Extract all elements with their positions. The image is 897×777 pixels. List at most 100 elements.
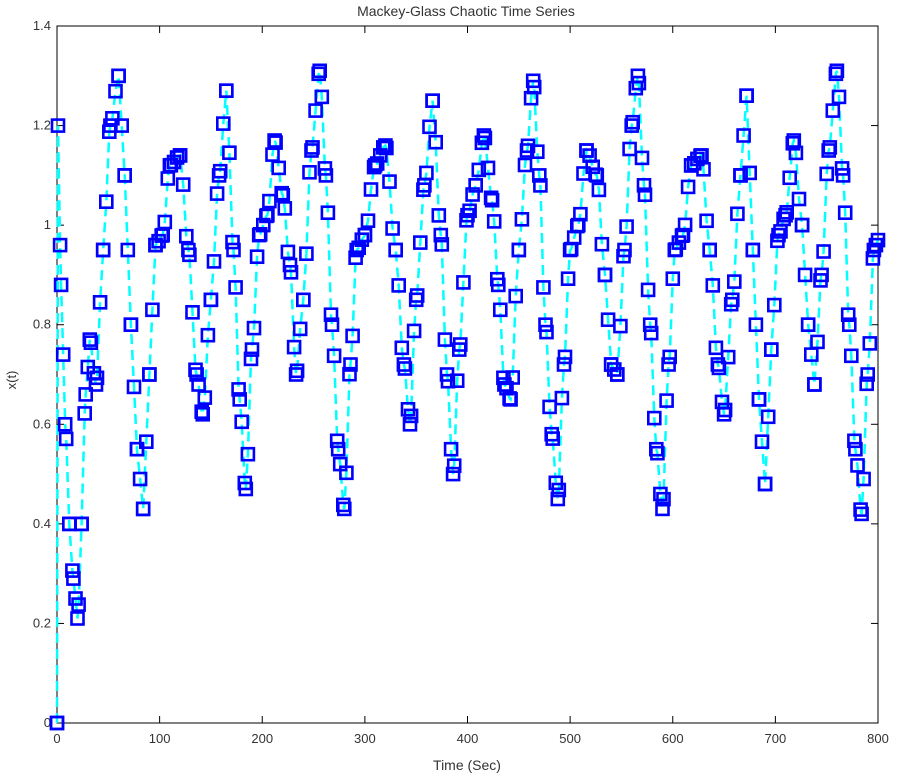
data-point bbox=[348, 250, 363, 265]
plot-area bbox=[56, 25, 879, 724]
data-point bbox=[655, 501, 670, 517]
data-point bbox=[314, 89, 330, 105]
data-point bbox=[271, 160, 287, 176]
data-point bbox=[757, 476, 773, 492]
data-point bbox=[145, 302, 160, 318]
data-point bbox=[751, 392, 767, 407]
data-point bbox=[449, 373, 465, 389]
data-point bbox=[238, 481, 254, 497]
data-point bbox=[203, 292, 219, 308]
x-tick-label: 800 bbox=[867, 731, 889, 746]
data-point bbox=[545, 431, 561, 446]
data-point bbox=[659, 393, 674, 408]
data-point bbox=[742, 165, 758, 181]
data-point bbox=[788, 145, 804, 161]
data-point bbox=[431, 208, 447, 223]
data-point bbox=[589, 168, 605, 183]
data-point bbox=[859, 376, 875, 392]
data-point bbox=[197, 390, 213, 405]
data-point bbox=[800, 317, 816, 333]
data-point bbox=[637, 187, 653, 202]
data-point bbox=[249, 249, 265, 264]
data-point bbox=[791, 191, 807, 207]
data-point bbox=[142, 367, 157, 382]
data-point bbox=[379, 140, 394, 156]
data-point bbox=[560, 271, 576, 287]
data-point bbox=[312, 63, 328, 79]
data-point bbox=[594, 236, 610, 252]
data-point bbox=[680, 179, 696, 195]
data-point bbox=[471, 162, 487, 178]
data-point bbox=[123, 317, 139, 333]
data-point bbox=[514, 212, 530, 227]
data-point bbox=[503, 392, 518, 407]
data-point bbox=[708, 340, 724, 356]
data-point bbox=[699, 213, 714, 229]
data-point bbox=[642, 317, 658, 333]
data-point bbox=[58, 431, 74, 447]
data-point bbox=[531, 168, 547, 183]
data-point bbox=[326, 348, 342, 364]
data-point bbox=[840, 307, 856, 323]
data-point bbox=[260, 207, 275, 223]
data-point bbox=[754, 434, 770, 450]
data-point bbox=[391, 278, 407, 293]
data-point bbox=[71, 597, 86, 612]
data-point bbox=[382, 174, 397, 189]
data-point bbox=[179, 228, 194, 244]
data-point bbox=[402, 416, 418, 432]
data-point bbox=[492, 302, 508, 318]
data-point bbox=[369, 156, 385, 171]
data-point bbox=[286, 339, 302, 355]
data-point bbox=[222, 145, 237, 160]
data-point bbox=[733, 168, 748, 183]
data-point bbox=[108, 83, 123, 99]
data-point bbox=[77, 406, 92, 421]
data-point bbox=[822, 140, 838, 155]
data-point bbox=[634, 150, 650, 166]
data-point bbox=[52, 237, 68, 253]
data-point bbox=[807, 377, 822, 392]
x-tick-label: 400 bbox=[457, 731, 479, 746]
data-point bbox=[308, 103, 323, 118]
data-point bbox=[445, 466, 461, 482]
axis-ticks: 0 100 200 300 400 500 600 700 800 0 0.2 0.4 0.6 0.8 1 1… bbox=[33, 18, 889, 746]
data-point bbox=[66, 571, 81, 586]
data-point bbox=[554, 390, 570, 406]
x-tick-label: 0 bbox=[53, 731, 60, 746]
chart-title: Mackey-Glass Chaotic Time Series bbox=[357, 3, 575, 19]
data-point bbox=[433, 227, 449, 243]
data-point bbox=[428, 134, 444, 150]
y-tick-label: 0.2 bbox=[33, 615, 51, 630]
data-point bbox=[422, 119, 437, 135]
data-point bbox=[437, 332, 453, 347]
x-tick-label: 200 bbox=[251, 731, 273, 746]
x-tick-label: 300 bbox=[354, 731, 376, 746]
data-point bbox=[283, 264, 299, 280]
data-point bbox=[425, 93, 440, 108]
data-point bbox=[835, 168, 851, 183]
data-point bbox=[95, 242, 111, 258]
data-point bbox=[650, 445, 665, 461]
data-point bbox=[694, 148, 709, 163]
data-point bbox=[656, 491, 671, 507]
data-point bbox=[132, 471, 148, 487]
data-point bbox=[57, 416, 73, 432]
data-point bbox=[717, 402, 733, 418]
data-point bbox=[172, 148, 188, 163]
data-point bbox=[536, 280, 551, 295]
data-point bbox=[825, 103, 841, 118]
data-point bbox=[631, 75, 647, 91]
data-point bbox=[748, 317, 764, 333]
data-point bbox=[231, 382, 246, 397]
data-point bbox=[117, 168, 132, 183]
data-point bbox=[135, 501, 151, 517]
data-point bbox=[354, 232, 370, 247]
data-point bbox=[412, 235, 428, 250]
data-point bbox=[480, 160, 496, 176]
data-point bbox=[862, 336, 878, 351]
data-point bbox=[542, 399, 557, 415]
data-point bbox=[292, 321, 308, 337]
data-point bbox=[705, 278, 721, 293]
data-point bbox=[323, 307, 339, 323]
